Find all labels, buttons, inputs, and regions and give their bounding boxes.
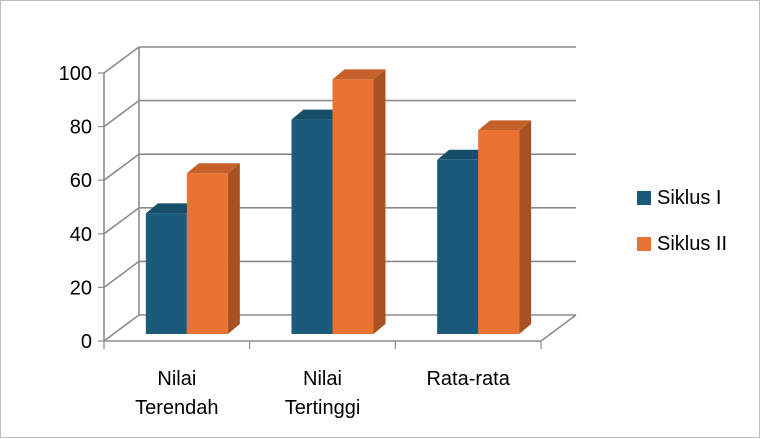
bar-top: [437, 149, 491, 160]
legend-label: Siklus II: [657, 233, 727, 255]
bar-siklus-ii: [478, 130, 520, 334]
bar-siklus-i: [145, 213, 187, 334]
bar-top: [332, 69, 386, 80]
bar-side: [227, 163, 240, 334]
x-tick-label: Tertinggi: [285, 397, 361, 419]
x-tick-label: Rata-rata: [426, 368, 510, 390]
x-tick-label: Nilai: [157, 368, 196, 390]
gridline-depth: [103, 207, 140, 235]
floor-edge: [540, 314, 577, 342]
y-tick-label: 20: [70, 277, 92, 299]
legend-label: Siklus I: [657, 187, 721, 209]
legend-swatch: [637, 237, 651, 251]
bar-top: [145, 203, 199, 214]
gridline-depth: [103, 314, 140, 342]
bar-side: [373, 69, 386, 335]
bar-top: [291, 109, 345, 120]
x-tick-label: Terendah: [135, 397, 218, 419]
gridline-depth: [103, 99, 140, 128]
bar-top: [478, 120, 532, 131]
y-tick-label: 100: [59, 63, 92, 85]
bar-siklus-ii: [186, 173, 228, 334]
bar-side: [519, 120, 532, 334]
bar-top: [186, 163, 240, 174]
bar-siklus-i: [291, 119, 333, 334]
x-tick-label: Nilai: [303, 368, 342, 390]
y-tick-label: 40: [70, 224, 92, 246]
y-tick-label: 60: [70, 170, 92, 192]
bar-siklus-ii: [332, 79, 374, 335]
legend-swatch: [637, 191, 651, 205]
y-tick-label: 0: [81, 331, 92, 353]
gridline-depth: [103, 153, 140, 181]
gridline-depth: [103, 46, 140, 74]
bar-siklus-i: [437, 159, 479, 334]
y-tick-label: 80: [70, 117, 92, 139]
gridline-depth: [103, 260, 140, 289]
